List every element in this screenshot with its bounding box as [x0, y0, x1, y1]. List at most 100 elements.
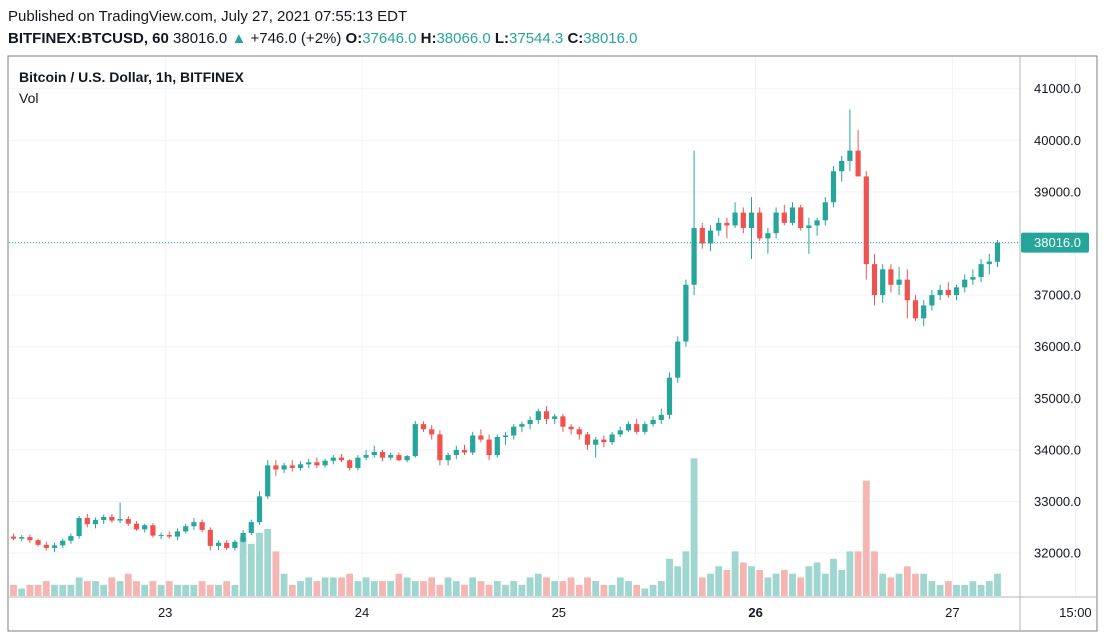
last-price: 38016.0: [173, 30, 228, 47]
candle-body: [207, 529, 213, 546]
volume-bar: [944, 581, 952, 596]
candle: [355, 455, 361, 471]
candle: [19, 535, 25, 542]
candle-body: [962, 279, 968, 288]
candle: [773, 207, 779, 239]
volume-bar: [862, 480, 870, 596]
volume-bar: [42, 581, 50, 596]
volume-bar: [748, 566, 755, 596]
candle: [781, 204, 787, 226]
volume-bar: [764, 577, 772, 596]
candle-body: [470, 435, 476, 453]
volume-bar: [321, 577, 329, 596]
volume-bar: [953, 584, 960, 596]
candle-body: [576, 429, 582, 435]
candle: [740, 207, 746, 234]
volume-bar: [51, 584, 58, 596]
volume-bar: [83, 581, 91, 596]
volume-bar: [830, 558, 837, 596]
candle-body: [543, 411, 550, 419]
candle-body: [27, 537, 33, 541]
candle: [748, 197, 755, 259]
volume-bar: [821, 573, 829, 596]
candle: [363, 449, 369, 461]
candle: [970, 269, 976, 285]
candle-body: [806, 225, 812, 229]
candle: [306, 458, 312, 468]
candle: [461, 444, 468, 456]
candle-body: [101, 516, 107, 521]
candle-body: [51, 545, 58, 548]
candle-body: [437, 434, 443, 461]
volume-bar: [370, 581, 378, 596]
candle-body: [642, 424, 648, 432]
volume-bar: [477, 581, 485, 596]
volume-bar: [518, 584, 526, 596]
candle-body: [830, 171, 837, 203]
candle-body: [199, 522, 205, 530]
close-label: C:: [567, 30, 584, 47]
price-tick-label: 40000.0: [1034, 133, 1081, 148]
volume-bar: [510, 581, 518, 596]
candle-body: [740, 212, 746, 229]
candle: [166, 531, 172, 539]
candle-body: [535, 411, 541, 420]
candle-body: [945, 289, 951, 296]
candle: [978, 258, 984, 283]
candle: [511, 424, 517, 440]
candle-body: [158, 535, 164, 537]
candle-body: [420, 424, 427, 430]
volume-bar: [75, 577, 83, 596]
volume-bar: [436, 584, 444, 596]
volume-bar: [190, 584, 198, 596]
candle: [125, 515, 131, 526]
volume-bar: [67, 584, 75, 596]
candle: [92, 517, 99, 529]
candle: [76, 515, 82, 539]
volume-bar: [920, 573, 928, 596]
volume-bar: [961, 584, 969, 596]
candle: [322, 458, 328, 468]
candle-body: [675, 341, 681, 378]
candle: [133, 521, 140, 531]
volume-bar: [854, 551, 862, 596]
candle-body: [150, 525, 156, 536]
volume-bar: [26, 584, 34, 596]
candle: [798, 204, 804, 231]
volume-bar: [805, 566, 813, 596]
candle: [84, 513, 90, 528]
change-value: +746.0 (+2%): [250, 30, 342, 47]
volume-bar: [559, 581, 567, 596]
candle: [609, 431, 615, 445]
chart-title: Bitcoin / U.S. Dollar, 1h, BITFINEX: [19, 69, 244, 85]
candle: [109, 513, 115, 523]
candle-body: [863, 176, 869, 265]
price-tick-label: 37000.0: [1034, 288, 1081, 303]
volume-bar: [543, 577, 550, 596]
candle: [199, 519, 205, 533]
candle-body: [306, 462, 312, 465]
volume-bar: [174, 584, 181, 596]
volume-bar: [124, 573, 132, 596]
candle-body: [314, 462, 320, 466]
candle-body: [609, 434, 615, 443]
candle-body: [445, 455, 451, 461]
volume-bar: [838, 569, 846, 596]
candle-body: [191, 522, 197, 527]
close-value: 38016.0: [583, 30, 638, 47]
volume-bar: [502, 584, 509, 596]
candle: [699, 222, 705, 249]
volume-bar: [34, 584, 42, 596]
volume-bar: [666, 558, 673, 596]
candle-body: [978, 264, 984, 278]
candle-body: [502, 435, 509, 437]
candle: [420, 421, 427, 432]
candle-body: [519, 424, 525, 427]
candle-body: [265, 465, 271, 497]
candle: [117, 502, 123, 524]
candle-body: [133, 523, 140, 530]
volume-bar: [903, 566, 911, 596]
candle: [921, 300, 927, 327]
candle-body: [76, 518, 82, 537]
